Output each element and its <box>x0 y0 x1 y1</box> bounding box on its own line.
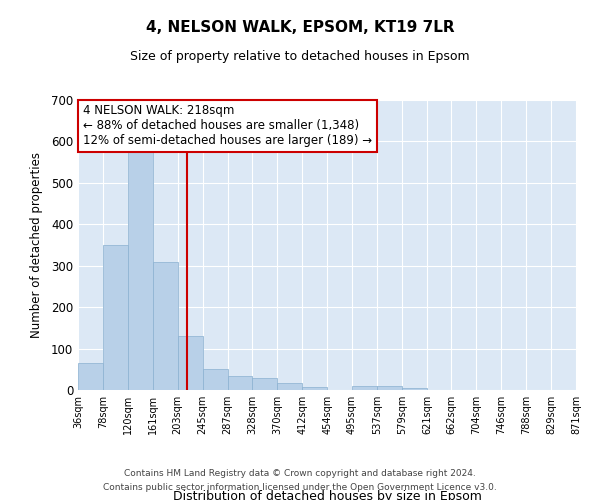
Bar <box>277 383 302 390</box>
Bar <box>402 388 427 390</box>
Bar <box>178 336 203 390</box>
Bar <box>352 386 377 390</box>
Bar <box>128 152 152 390</box>
Y-axis label: Number of detached properties: Number of detached properties <box>29 152 43 338</box>
Bar <box>203 370 227 390</box>
Text: Contains HM Land Registry data © Crown copyright and database right 2024.: Contains HM Land Registry data © Crown c… <box>124 468 476 477</box>
X-axis label: Distribution of detached houses by size in Epsom: Distribution of detached houses by size … <box>173 490 481 500</box>
Bar <box>152 262 178 390</box>
Bar <box>377 386 402 390</box>
Text: Contains public sector information licensed under the Open Government Licence v3: Contains public sector information licen… <box>103 484 497 492</box>
Text: Size of property relative to detached houses in Epsom: Size of property relative to detached ho… <box>130 50 470 63</box>
Bar <box>227 376 252 390</box>
Text: 4 NELSON WALK: 218sqm
← 88% of detached houses are smaller (1,348)
12% of semi-d: 4 NELSON WALK: 218sqm ← 88% of detached … <box>83 104 372 148</box>
Text: 4, NELSON WALK, EPSOM, KT19 7LR: 4, NELSON WALK, EPSOM, KT19 7LR <box>146 20 454 35</box>
Bar <box>103 245 128 390</box>
Bar <box>302 386 327 390</box>
Bar <box>252 378 277 390</box>
Bar <box>78 363 103 390</box>
